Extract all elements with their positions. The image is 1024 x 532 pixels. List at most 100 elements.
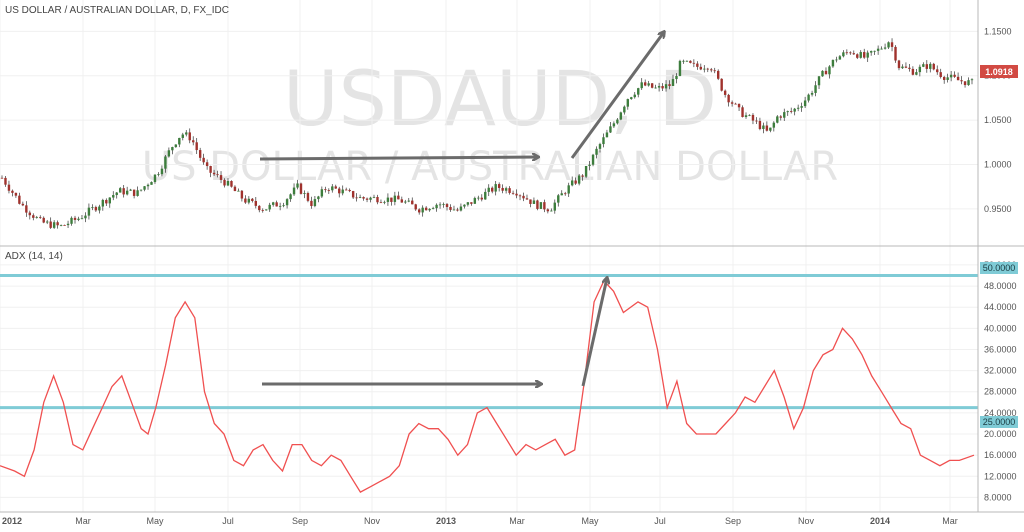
price-tick-label: 1.1500 <box>984 26 1012 36</box>
candle-body <box>188 132 191 141</box>
candle-body <box>880 48 883 50</box>
candle-body <box>699 66 703 70</box>
candle-body <box>477 197 480 199</box>
time-tick-label: Mar <box>942 516 958 526</box>
adx-title[interactable]: ADX (14, 14) <box>5 251 63 262</box>
candle-body <box>39 217 42 218</box>
candle-body <box>202 157 205 163</box>
candle-body <box>581 175 584 177</box>
time-tick-label: Sep <box>725 516 741 526</box>
candle-body <box>230 181 233 187</box>
candle-body <box>355 197 358 199</box>
candle-body <box>404 201 407 203</box>
candle-body <box>178 137 181 145</box>
candle-body <box>790 111 793 112</box>
candle-body <box>292 187 296 195</box>
candle-body <box>807 94 810 101</box>
candle-body <box>536 200 539 209</box>
candle-body <box>803 100 807 107</box>
candle-body <box>466 202 470 205</box>
adx-axis[interactable]: 52.000048.000044.000040.000036.000032.00… <box>984 260 1017 503</box>
candle-body <box>609 126 612 133</box>
candle-body <box>25 205 28 213</box>
candle-body <box>150 182 153 185</box>
candle-body <box>703 68 706 70</box>
adx-tick-label: 20.0000 <box>984 429 1017 439</box>
candle-body <box>584 165 588 177</box>
candle-body <box>553 202 556 211</box>
candle-body <box>845 52 849 54</box>
candle-body <box>626 99 630 107</box>
candle-body <box>296 183 299 188</box>
candle-body <box>682 60 685 62</box>
candle-body <box>18 195 21 204</box>
time-axis[interactable]: 2012 Mar May Jul Sep Nov 2013 Mar May Jul Sep Nov 20… <box>2 516 958 526</box>
candle-body <box>692 62 696 64</box>
candle-body <box>66 223 70 226</box>
candle-body <box>105 199 108 204</box>
candle-body <box>386 197 390 202</box>
candle-body <box>132 189 136 196</box>
candle-body <box>383 201 386 203</box>
candle-body <box>421 207 424 213</box>
candle-body <box>205 162 209 167</box>
candle-body <box>393 195 397 202</box>
candle-body <box>456 209 459 211</box>
candle-body <box>491 187 494 192</box>
time-tick-label: Mar <box>509 516 525 526</box>
adx-line <box>0 279 975 493</box>
adx-tick-label: 40.0000 <box>984 323 1017 333</box>
candle-body <box>960 80 963 82</box>
level-50-badge <box>980 262 1018 274</box>
candle-body <box>758 120 762 129</box>
last-price-badge <box>980 65 1018 78</box>
candle-body <box>244 198 247 203</box>
candle-body <box>136 190 139 196</box>
candle-body <box>449 206 452 210</box>
time-tick-label: Nov <box>364 516 381 526</box>
price-tick-label: 1.0000 <box>984 160 1012 170</box>
candle-body <box>122 188 125 195</box>
candle-body <box>539 202 543 209</box>
time-tick-label: Sep <box>292 516 308 526</box>
time-tick-label: Mar <box>75 516 91 526</box>
candle-body <box>331 186 334 191</box>
candle-body <box>814 85 817 93</box>
candle-body <box>80 218 84 220</box>
candle-body <box>268 204 271 210</box>
price-candles <box>0 38 974 229</box>
candle-body <box>226 181 230 186</box>
candle-body <box>963 81 967 86</box>
candle-body <box>657 86 661 88</box>
candle-body <box>779 116 782 118</box>
price-tick-label: 1.0500 <box>984 115 1012 125</box>
candle-body <box>619 112 623 120</box>
candle-body <box>219 175 223 180</box>
symbol-title[interactable]: US DOLLAR / AUSTRALIAN DOLLAR, D, FX_IDC <box>5 5 229 16</box>
candle-body <box>612 123 616 127</box>
candle-body <box>487 187 490 192</box>
candle-body <box>418 209 421 213</box>
candle-body <box>887 42 890 48</box>
candle-body <box>351 191 355 198</box>
candle-body <box>901 66 904 69</box>
candle-body <box>424 207 428 211</box>
candle-body <box>313 199 317 207</box>
candle-body <box>894 46 897 61</box>
candle-body <box>918 66 922 73</box>
candle-body <box>139 189 143 191</box>
candle-body <box>233 186 237 192</box>
candle-body <box>494 184 497 192</box>
candle-body <box>247 198 251 203</box>
time-tick-label: May <box>146 516 164 526</box>
candle-body <box>240 190 244 199</box>
candle-body <box>317 196 320 200</box>
adx-levels <box>0 273 978 410</box>
candle-body <box>511 192 515 194</box>
candle-body <box>52 222 56 228</box>
candle-body <box>435 204 438 209</box>
candle-body <box>289 194 292 200</box>
candle-body <box>181 134 184 138</box>
